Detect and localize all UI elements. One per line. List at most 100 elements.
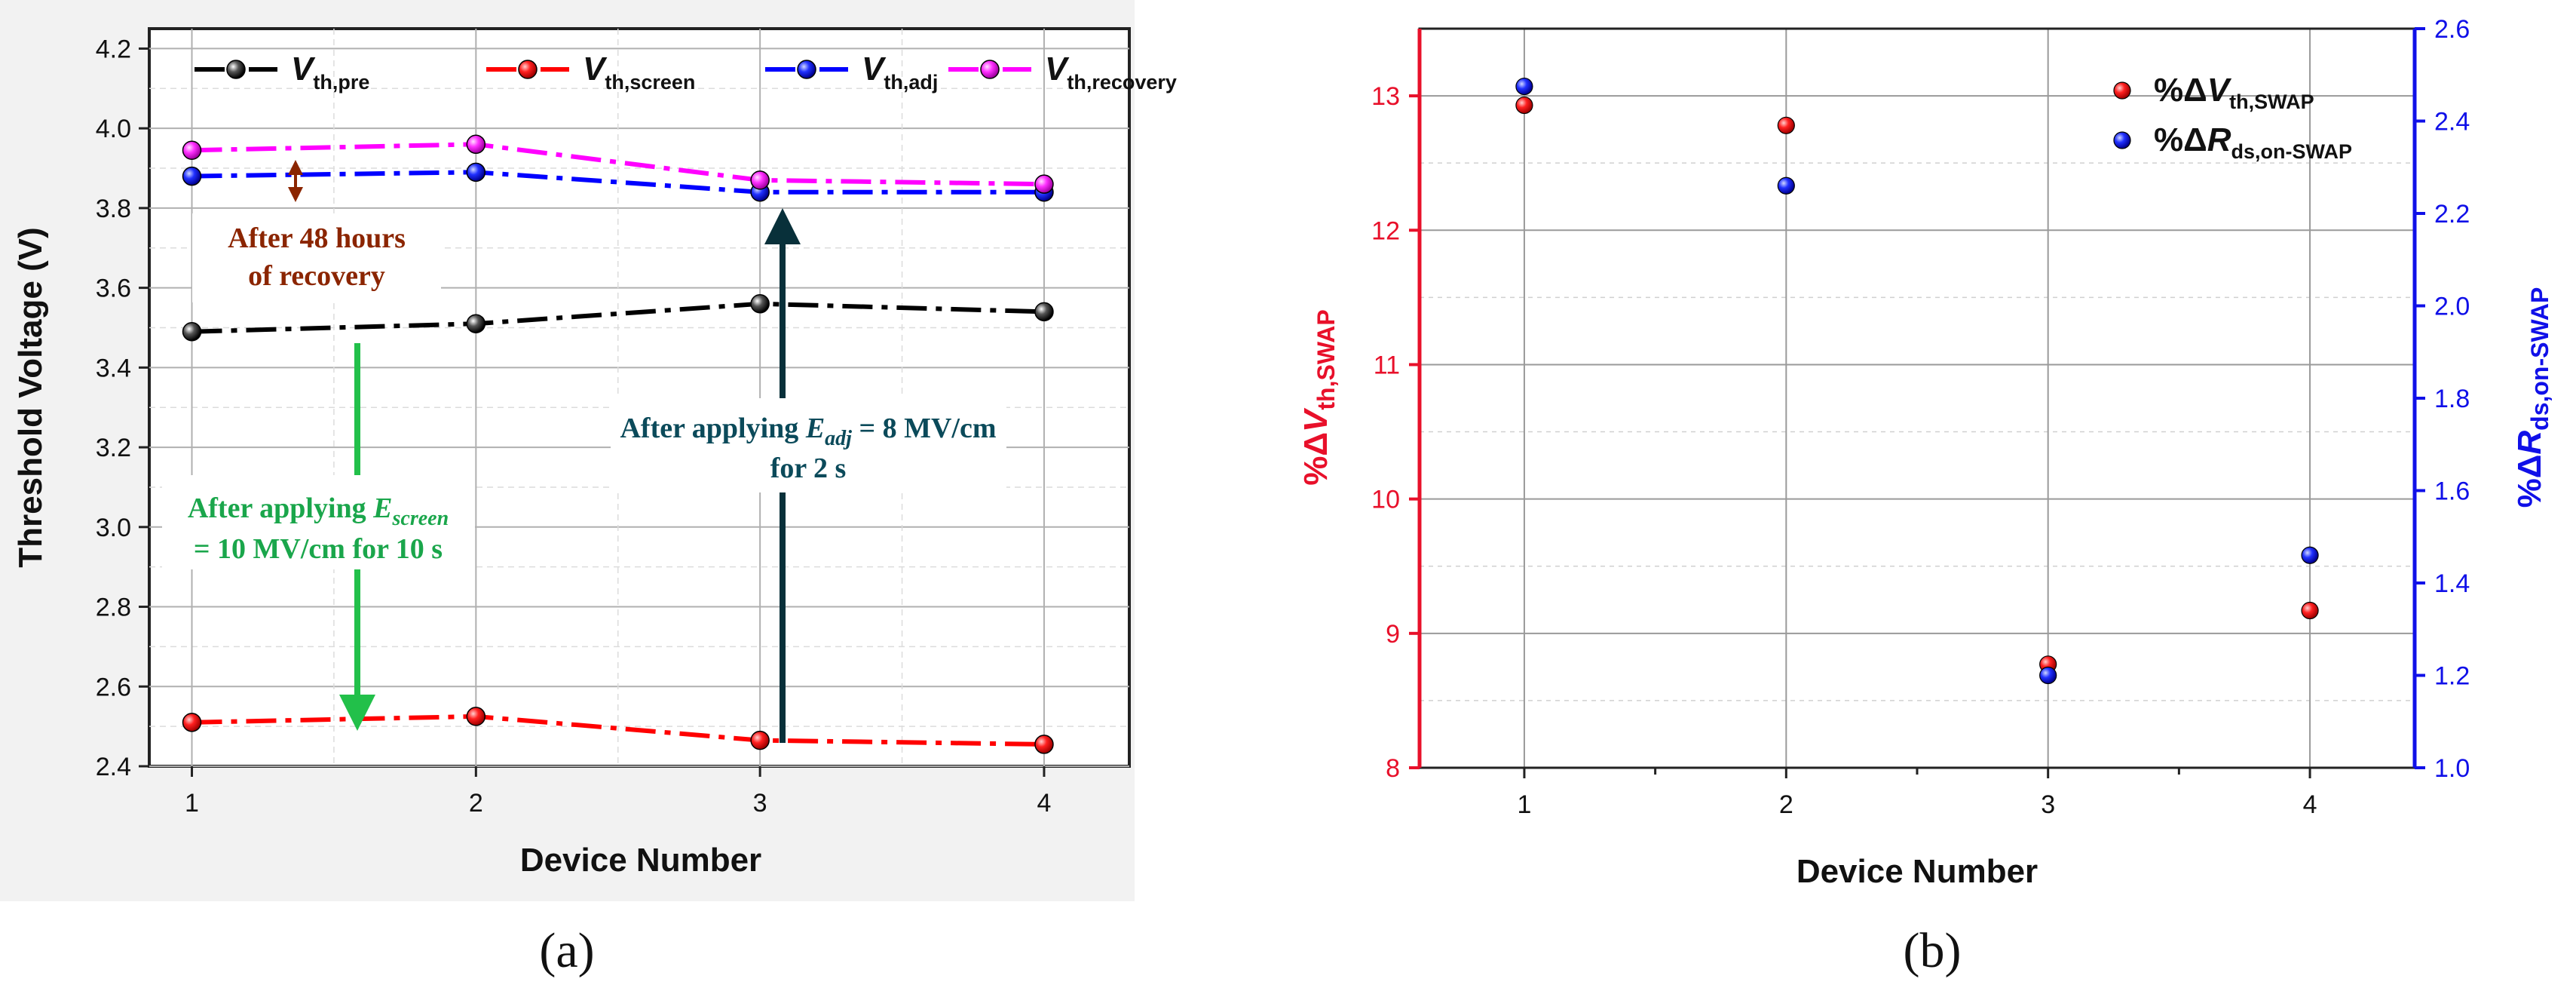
series-adj-line: [191, 170, 1044, 195]
chart-a-x-axis: 1 2 3 4: [185, 766, 1051, 818]
chart-a-y-tick-label: 3.2: [96, 434, 131, 462]
legend-swatch-marker: [2113, 81, 2131, 100]
legend-swatch-marker: [2113, 131, 2131, 149]
series-vth-point: [1515, 96, 1533, 115]
series-adj-point: [182, 166, 202, 186]
chart-b-series: [1515, 77, 2319, 685]
chart-a-x-tick-label: 1: [185, 789, 199, 818]
legend-label-screen: Vth,screen: [583, 51, 695, 94]
legend-label-vth: %ΔVth,SWAP: [2154, 72, 2314, 113]
legend-label-adj: Vth,adj: [862, 51, 938, 94]
recovery-label-box: [192, 213, 441, 302]
legend-swatch-marker: [797, 60, 816, 79]
chart-b-x-tick-label: 4: [2303, 790, 2317, 819]
screen-label-box: [162, 475, 475, 569]
series-screen-point: [1034, 735, 1054, 754]
chart-b-left-axis-title: %ΔVth,SWAP: [1297, 309, 1340, 485]
series-pre-line: [191, 301, 1045, 334]
series-rds-point: [1777, 176, 1795, 195]
recovery-label-line2: of recovery: [248, 260, 385, 292]
chart-a-y-axis-title: Threshold Voltage (V): [12, 227, 49, 567]
series-pre-point: [182, 322, 202, 342]
chart-b-background: [1274, 0, 2576, 901]
chart-b-right-tick-label: 1.0: [2434, 754, 2470, 783]
chart-a-plot-area: [148, 27, 1131, 768]
chart-b-x-tick-label: 2: [1779, 790, 1793, 819]
chart-b-right-tick-label: 1.6: [2434, 477, 2470, 506]
legend-item-adj: Vth,adj: [765, 51, 938, 94]
series-rds-point: [1515, 77, 1533, 96]
series-recovery-line: [191, 142, 1044, 187]
chart-b-right-tick-label: 2.4: [2434, 108, 2470, 137]
series-vth-point: [1777, 116, 1795, 134]
legend-label-rds: %ΔRds,on-SWAP: [2154, 121, 2352, 163]
chart-b-left-axis: 8 9 10 11 12 13: [1371, 82, 1420, 783]
chart-b-right-tick-label: 2.0: [2434, 293, 2470, 321]
series-pre-point: [466, 314, 486, 333]
chart-b-right-tick-label: 2.2: [2434, 200, 2470, 229]
chart-b-right-axis: 1.0 1.2 1.4 1.6 1.8 2.0 2.2 2.4 2.6: [2415, 15, 2470, 783]
chart-a-y-tick-label: 4.2: [96, 35, 131, 63]
panel-a-label: (a): [539, 923, 594, 978]
chart-a-x-tick-label: 3: [753, 789, 767, 818]
chart-a-series: [182, 134, 1054, 754]
chart-b-left-tick-label: 10: [1371, 486, 1400, 514]
panel-b-label: (b): [1904, 923, 1962, 978]
chart-a-y-tick-label: 4.0: [96, 115, 131, 143]
chart-b-right-tick-label: 1.2: [2434, 662, 2470, 691]
adj-label-line2: for 2 s: [770, 453, 847, 484]
series-screen-line: [191, 713, 1044, 747]
chart-b-right-tick-label: 2.6: [2434, 15, 2470, 44]
chart-a-y-tick-label: 3.8: [96, 195, 131, 223]
chart-b-right-tick-label: 1.4: [2434, 569, 2470, 598]
series-vth-point: [2301, 601, 2319, 620]
chart-b-left-tick-label: 11: [1374, 351, 1400, 379]
series-pre: [182, 294, 1054, 342]
legend-swatch-marker: [226, 60, 246, 79]
adj-label-box: [611, 398, 1006, 492]
chart-b-right-axis-title: %ΔRds,on-SWAP: [2511, 287, 2553, 508]
chart-a-y-tick-label: 2.8: [96, 594, 131, 622]
chart-b-grid: [1420, 29, 2415, 769]
legend-item-pre: Vth,pre: [195, 51, 369, 94]
series-recovery: [182, 134, 1054, 194]
screen-label-line1: After applying Escreen: [188, 492, 449, 530]
series-recovery-point: [1034, 174, 1054, 194]
chart-b-right-tick-label: 1.8: [2434, 385, 2470, 413]
chart-b-left-tick-label: 9: [1386, 620, 1400, 649]
series-screen-point: [182, 713, 202, 732]
chart-a-y-tick-label: 2.4: [96, 753, 131, 781]
chart-b-legend: %ΔVth,SWAP %ΔRds,on-SWAP: [2113, 72, 2352, 163]
chart-a-x-axis-title: Device Number: [520, 842, 761, 879]
chart-b-x-axis-title: Device Number: [1796, 853, 2038, 890]
chart-b-left-tick-label: 13: [1371, 82, 1400, 111]
series-rds: [1515, 77, 2319, 685]
chart-a-y-tick-label: 3.0: [96, 514, 131, 542]
adj-label-line1: After applying Eadj = 8 MV/cm: [620, 413, 996, 450]
chart-a-x-tick-label: 2: [469, 789, 483, 818]
legend-label-recovery: Vth,recovery: [1045, 51, 1177, 94]
chart-a-x-tick-label: 4: [1037, 789, 1051, 818]
legend-item-rds: %ΔRds,on-SWAP: [2113, 121, 2352, 163]
chart-a-y-tick-label: 3.6: [96, 275, 131, 303]
legend-item-recovery: Vth,recovery: [948, 51, 1177, 94]
annotation-recovery: After 48 hours of recovery: [192, 160, 441, 302]
chart-a: 2.4 2.6 2.8 3.0 3.2 3.4 3.6 3.8 4.0 4.2 1 2 3 4 Afte…: [0, 0, 1177, 901]
series-recovery-point: [182, 140, 202, 160]
chart-b-x-tick-label: 3: [2041, 790, 2055, 819]
legend-label-pre: Vth,pre: [291, 51, 369, 94]
series-screen-point: [466, 707, 486, 726]
legend-swatch-marker: [980, 60, 1000, 79]
legend-swatch-marker: [518, 60, 538, 79]
annotation-adj: After applying Eadj = 8 MV/cm for 2 s: [611, 208, 1006, 743]
screen-label-line2: = 10 MV/cm for 10 s: [194, 533, 443, 565]
chart-b-left-tick-label: 12: [1371, 216, 1400, 245]
series-rds-point: [2039, 666, 2057, 685]
annotation-screen: After applying Escreen = 10 MV/cm for 10…: [162, 343, 475, 731]
chart-b-x-tick-label: 1: [1517, 790, 1531, 819]
series-screen: [182, 707, 1054, 754]
chart-a-y-tick-label: 2.6: [96, 673, 131, 701]
chart-a-legend: Vth,pre Vth,screen Vth,adj Vth,recovery: [195, 51, 1177, 94]
